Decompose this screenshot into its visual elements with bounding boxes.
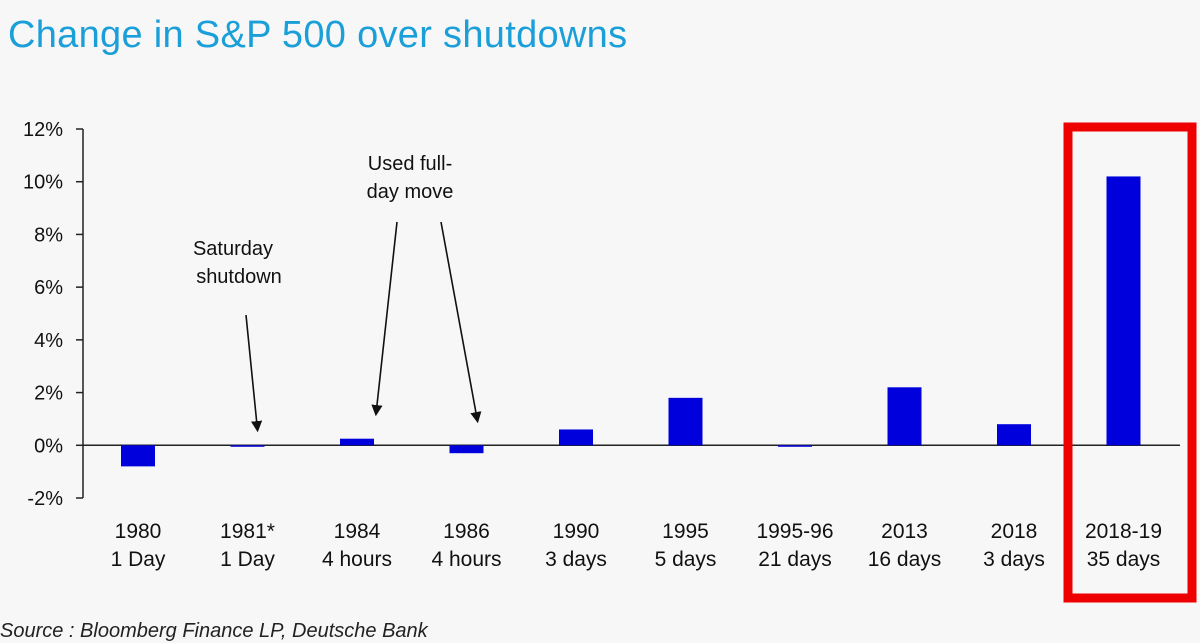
x-tick-label-duration: 35 days bbox=[1087, 548, 1161, 571]
annotation-text: Used full- bbox=[368, 153, 452, 175]
annotation-text: shutdown bbox=[196, 266, 282, 288]
y-tick-label: 2% bbox=[34, 383, 63, 405]
bar bbox=[668, 397, 703, 446]
x-tick-label-year: 1986 bbox=[443, 520, 490, 543]
x-tick-label-duration: 5 days bbox=[655, 548, 717, 571]
x-tick-label-year: 1984 bbox=[334, 520, 381, 543]
x-tick-label-year: 1980 bbox=[115, 520, 162, 543]
bar bbox=[340, 438, 374, 446]
y-tick-label: 6% bbox=[34, 277, 63, 299]
x-tick-label-duration: 3 days bbox=[545, 548, 607, 571]
annotation-text: day move bbox=[367, 181, 454, 203]
x-tick-label-duration: 21 days bbox=[758, 548, 832, 571]
x-tick-label-duration: 1 Day bbox=[220, 548, 275, 571]
bar bbox=[449, 445, 484, 454]
x-tick-label-duration: 1 Day bbox=[111, 548, 166, 571]
bar bbox=[887, 387, 922, 446]
annotation-arrow bbox=[371, 221, 398, 417]
chart-axes: -2% 0% 2% 4% 6% 8% 10% 12% bbox=[23, 119, 1180, 510]
chart-labels: 1980 1 Day 1981* 1 Day 1984 4 hours 1986 4 hour… bbox=[111, 520, 1162, 571]
chart-bars bbox=[121, 176, 1141, 467]
x-tick-label-year: 2018-19 bbox=[1085, 520, 1162, 543]
y-tick-label: -2% bbox=[27, 488, 63, 510]
annotation-arrow bbox=[245, 314, 263, 433]
bar bbox=[559, 429, 593, 446]
annotation-arrow bbox=[440, 221, 482, 424]
annotation-text: Saturday bbox=[193, 238, 273, 260]
chart-title: Change in S&P 500 over shutdowns bbox=[8, 14, 628, 56]
y-tick-label: 8% bbox=[34, 224, 63, 246]
chart-highlight bbox=[1063, 122, 1197, 603]
y-tick-label: 0% bbox=[34, 435, 63, 457]
x-tick-label-duration: 4 hours bbox=[431, 548, 501, 571]
highlight-box bbox=[1063, 122, 1197, 603]
bar bbox=[997, 424, 1031, 446]
x-tick-label-year: 2018 bbox=[991, 520, 1038, 543]
bar bbox=[230, 445, 265, 447]
x-tick-label-year: 2013 bbox=[881, 520, 928, 543]
bar bbox=[121, 445, 155, 467]
chart-annotations: Saturday shutdown Used full-day move bbox=[193, 153, 482, 433]
x-tick-label-duration: 4 hours bbox=[322, 548, 392, 571]
bar bbox=[1106, 176, 1141, 446]
source-note: Source : Bloomberg Finance LP, Deutsche … bbox=[0, 620, 428, 642]
y-tick-label: 10% bbox=[23, 172, 63, 194]
bar bbox=[778, 445, 812, 447]
x-tick-label-duration: 3 days bbox=[983, 548, 1045, 571]
y-tick-label: 4% bbox=[34, 330, 63, 352]
x-tick-label-year: 1990 bbox=[553, 520, 600, 543]
x-tick-label-year: 1995-96 bbox=[756, 520, 833, 543]
x-tick-label-year: 1981* bbox=[220, 520, 275, 543]
x-tick-label-year: 1995 bbox=[662, 520, 709, 543]
y-tick-label: 12% bbox=[23, 119, 63, 141]
x-tick-label-duration: 16 days bbox=[868, 548, 942, 571]
